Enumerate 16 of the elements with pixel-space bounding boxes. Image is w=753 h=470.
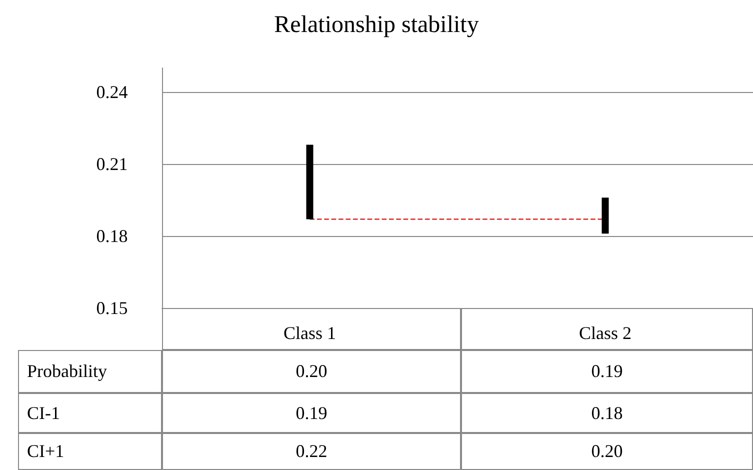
y-tick-label: 0.15 <box>96 298 128 318</box>
chart-title: Relationship stability <box>274 12 479 38</box>
text: 0.18 <box>461 393 753 433</box>
x-tick-label: Class 1 <box>283 323 336 343</box>
text: 0.22 <box>162 433 461 470</box>
y-tick-label: 0.21 <box>96 154 128 174</box>
y-tick-label: 0.18 <box>96 226 128 246</box>
text: 0.20 <box>162 350 461 393</box>
y-tick-label: 0.24 <box>96 82 128 102</box>
text: CI-1 <box>18 393 162 433</box>
text: 0.20 <box>461 433 753 470</box>
text: 0.19 <box>162 393 461 433</box>
text: 0.19 <box>461 350 753 393</box>
text: Probability <box>18 350 162 393</box>
text: CI+1 <box>18 433 162 470</box>
x-tick-label: Class 2 <box>578 323 632 343</box>
